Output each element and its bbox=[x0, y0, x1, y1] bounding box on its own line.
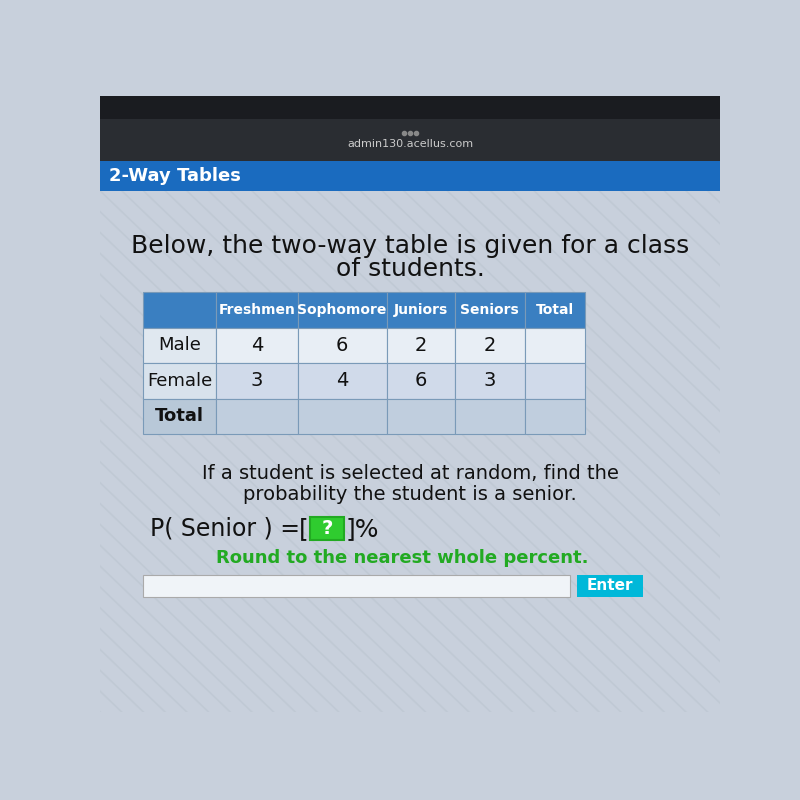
Bar bbox=[525, 398, 585, 434]
Text: 3: 3 bbox=[250, 371, 263, 390]
Text: Male: Male bbox=[158, 337, 201, 354]
Bar bbox=[216, 398, 298, 434]
Text: Seniors: Seniors bbox=[461, 303, 519, 317]
Text: 2: 2 bbox=[484, 336, 496, 355]
Text: Female: Female bbox=[147, 372, 212, 390]
Text: Juniors: Juniors bbox=[394, 303, 448, 317]
Text: Freshmen: Freshmen bbox=[218, 303, 295, 317]
Text: 2: 2 bbox=[414, 336, 427, 355]
Bar bbox=[216, 363, 298, 398]
Text: Round to the nearest whole percent.: Round to the nearest whole percent. bbox=[216, 549, 589, 567]
Bar bbox=[298, 398, 386, 434]
Text: 6: 6 bbox=[414, 371, 427, 390]
Bar bbox=[142, 363, 216, 398]
Text: ?: ? bbox=[322, 519, 333, 538]
Bar bbox=[577, 575, 642, 597]
Bar bbox=[298, 292, 386, 328]
Text: ]%: ]% bbox=[346, 517, 379, 541]
Bar bbox=[100, 119, 720, 162]
Text: Enter: Enter bbox=[586, 578, 633, 594]
Text: 6: 6 bbox=[336, 336, 348, 355]
Text: admin130.acellus.com: admin130.acellus.com bbox=[347, 138, 473, 149]
Text: 4: 4 bbox=[336, 371, 348, 390]
Bar bbox=[386, 292, 455, 328]
Bar bbox=[386, 363, 455, 398]
Bar bbox=[525, 292, 585, 328]
Text: of students.: of students. bbox=[335, 258, 485, 282]
Bar bbox=[100, 190, 720, 712]
Bar bbox=[100, 96, 720, 119]
Bar bbox=[455, 398, 525, 434]
Bar bbox=[455, 292, 525, 328]
Bar bbox=[310, 517, 344, 540]
Bar bbox=[525, 328, 585, 363]
Bar bbox=[142, 292, 216, 328]
Bar bbox=[455, 363, 525, 398]
Bar bbox=[386, 398, 455, 434]
Text: If a student is selected at random, find the: If a student is selected at random, find… bbox=[202, 464, 618, 482]
Bar bbox=[142, 398, 216, 434]
Bar bbox=[216, 328, 298, 363]
Text: 2-Way Tables: 2-Way Tables bbox=[110, 167, 241, 185]
Text: Sophomore: Sophomore bbox=[298, 303, 387, 317]
Bar bbox=[142, 328, 216, 363]
Bar bbox=[455, 328, 525, 363]
Text: [: [ bbox=[298, 517, 309, 541]
Text: P( Senior ) =: P( Senior ) = bbox=[150, 517, 308, 541]
Bar bbox=[298, 328, 386, 363]
Text: probability the student is a senior.: probability the student is a senior. bbox=[243, 486, 577, 504]
Bar bbox=[216, 292, 298, 328]
Bar bbox=[525, 363, 585, 398]
Text: 4: 4 bbox=[250, 336, 263, 355]
Bar bbox=[298, 363, 386, 398]
Bar bbox=[142, 575, 570, 597]
Bar bbox=[386, 328, 455, 363]
Text: Total: Total bbox=[536, 303, 574, 317]
Text: Total: Total bbox=[155, 407, 204, 426]
Text: 3: 3 bbox=[484, 371, 496, 390]
Text: Below, the two-way table is given for a class: Below, the two-way table is given for a … bbox=[131, 234, 689, 258]
Bar bbox=[100, 162, 720, 190]
